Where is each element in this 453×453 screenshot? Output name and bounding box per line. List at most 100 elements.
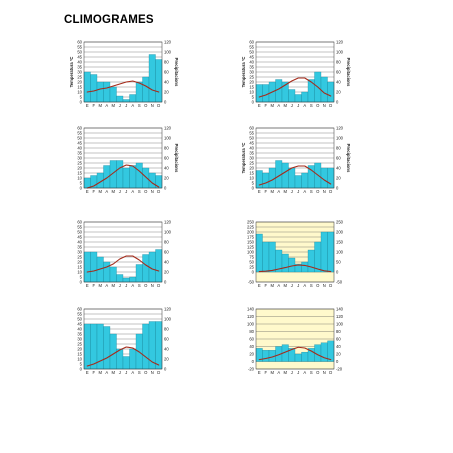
- month-label: S: [138, 283, 141, 288]
- y-tick-label: 45: [249, 54, 254, 59]
- month-label: N: [323, 103, 326, 108]
- month-label: O: [144, 370, 148, 375]
- y-tick-label: 20: [77, 346, 82, 351]
- plot-frame: [255, 221, 335, 283]
- month-label: F: [92, 370, 95, 375]
- precip-bar: [90, 323, 98, 370]
- y-tick-label: 55: [77, 224, 82, 229]
- month-label: A: [277, 283, 280, 288]
- month-label: D: [329, 189, 332, 194]
- y-tick-label: 10: [77, 269, 82, 274]
- precip-bar: [294, 175, 302, 189]
- y-tick-label: 60: [77, 306, 82, 311]
- precip-bar: [301, 172, 309, 189]
- month-label: M: [271, 283, 275, 288]
- month-label: E: [258, 103, 261, 108]
- precip-bar: [148, 54, 156, 103]
- y-tick-label: 60: [249, 39, 254, 44]
- y2-tick-label: 100: [164, 49, 172, 54]
- precip-bar: [116, 95, 124, 103]
- y-tick-label: 10: [249, 89, 254, 94]
- month-label: E: [258, 189, 261, 194]
- y-tick-label: 125: [247, 244, 255, 249]
- y-tick-label: 25: [77, 341, 82, 346]
- month-label: F: [92, 189, 95, 194]
- climograph-4: 051015202530354045505560020406080100120E…: [241, 125, 351, 194]
- month-label: M: [284, 103, 288, 108]
- y-tick-label: 10: [77, 89, 82, 94]
- month-label: A: [277, 189, 280, 194]
- precip-bar: [96, 81, 104, 103]
- y2-tick-label: 100: [164, 135, 172, 140]
- plot-frame: [83, 127, 163, 189]
- page-title: CLIMOGRAMES: [64, 14, 154, 26]
- precip-bar: [288, 89, 296, 103]
- y-tick-label: 60: [77, 39, 82, 44]
- y-tick-label: 25: [249, 74, 254, 79]
- month-label: J: [297, 103, 299, 108]
- month-label: J: [297, 370, 299, 375]
- y-tick-label: 15: [77, 84, 82, 89]
- y-tick-label: 60: [77, 219, 82, 224]
- climograph-1: 051015202530354045505560020406080100120E…: [69, 39, 179, 108]
- y2-tick-label: 20: [164, 175, 169, 180]
- y2-tick-label: 20: [336, 175, 341, 180]
- precip-bar: [327, 167, 335, 189]
- precip-bar: [288, 167, 296, 189]
- precip-bar: [320, 231, 328, 273]
- month-label: A: [303, 103, 306, 108]
- y-tick-label: 55: [77, 44, 82, 49]
- month-label: E: [86, 283, 89, 288]
- y2-tick-label: 80: [164, 326, 169, 331]
- precip-bar: [301, 351, 309, 362]
- y-tick-label: 35: [77, 244, 82, 249]
- y2-tick-label: 80: [164, 145, 169, 150]
- month-label: S: [310, 370, 313, 375]
- y-tick-label: 15: [249, 170, 254, 175]
- month-label: A: [131, 370, 134, 375]
- precip-bar: [262, 241, 270, 273]
- climograph-5: 051015202530354045505560020406080100120E…: [77, 219, 172, 288]
- plot-frame: [83, 41, 163, 103]
- y-tick-label: 100: [247, 249, 255, 254]
- y2-tick-label: 120: [164, 125, 172, 130]
- month-label: M: [99, 370, 103, 375]
- y-tick-label: 40: [77, 59, 82, 64]
- y-tick-label: 20: [249, 79, 254, 84]
- y2-tick-label: 120: [336, 39, 344, 44]
- y-tick-label: 10: [249, 175, 254, 180]
- y-tick-label: 50: [77, 135, 82, 140]
- month-label: M: [112, 103, 116, 108]
- month-label: F: [264, 103, 267, 108]
- y2-tick-label: 50: [336, 259, 341, 264]
- precip-bar: [83, 177, 91, 189]
- y2-tick-label: 150: [336, 239, 344, 244]
- month-label: E: [86, 189, 89, 194]
- plot-frame: [255, 41, 335, 103]
- precip-bar: [301, 261, 309, 273]
- y-tick-label: 40: [77, 239, 82, 244]
- month-label: E: [258, 283, 261, 288]
- precip-bar: [129, 276, 137, 283]
- precip-bar: [327, 231, 335, 273]
- y2-tick-label: 80: [336, 145, 341, 150]
- y2-tick-label: 0: [164, 279, 167, 284]
- y2-tick-label: 100: [164, 316, 172, 321]
- y2-tick-label: 100: [336, 49, 344, 54]
- y-tick-label: 45: [77, 321, 82, 326]
- precip-bar: [262, 350, 270, 362]
- y-tick-label: 80: [249, 329, 254, 334]
- month-label: D: [157, 370, 160, 375]
- month-label: D: [329, 370, 332, 375]
- month-label: M: [271, 370, 275, 375]
- month-label: S: [310, 283, 313, 288]
- month-label: A: [277, 370, 280, 375]
- y2-tick-label: 200: [336, 229, 344, 234]
- month-label: A: [303, 189, 306, 194]
- y-tick-label: 40: [77, 326, 82, 331]
- y-tick-label: 40: [249, 344, 254, 349]
- precip-bar: [155, 59, 163, 103]
- plot-frame: [255, 127, 335, 189]
- month-label: J: [119, 283, 121, 288]
- y2-tick-label: 120: [164, 219, 172, 224]
